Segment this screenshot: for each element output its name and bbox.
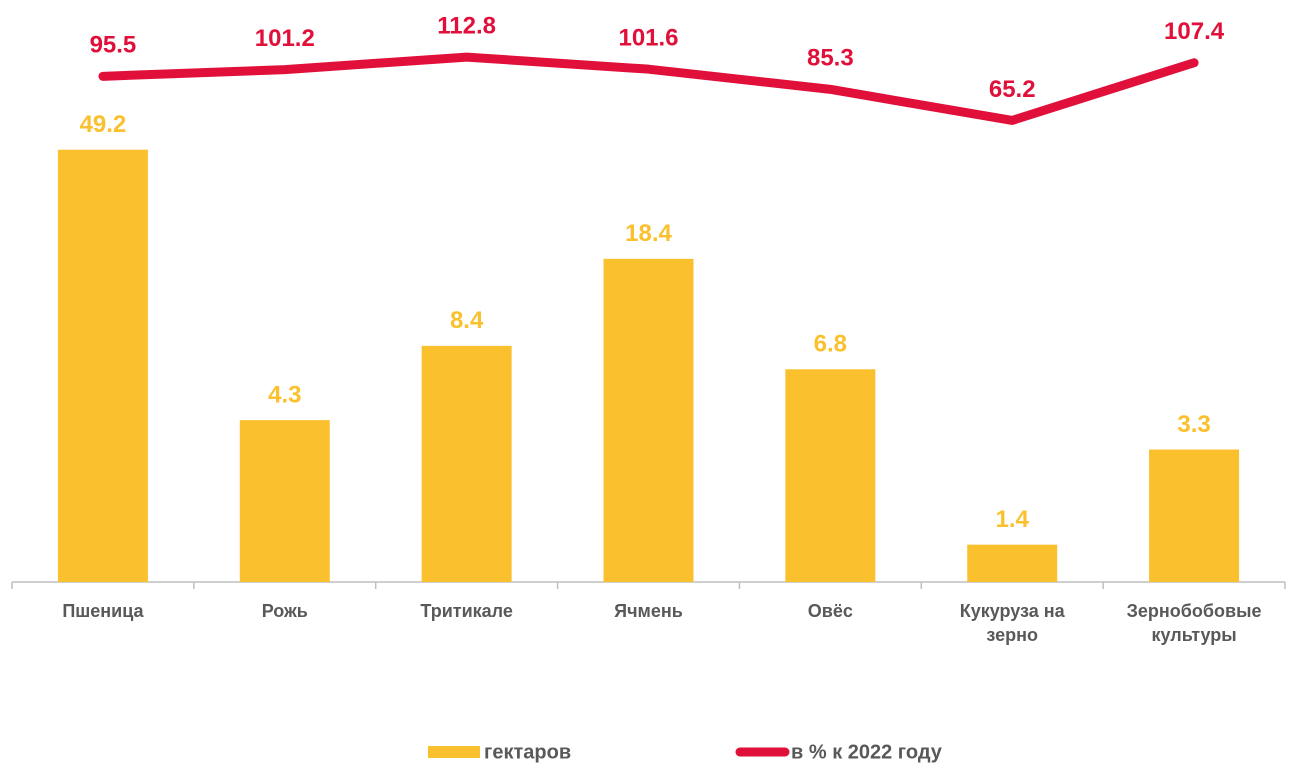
x-tick-label: Пшеница bbox=[62, 601, 144, 621]
x-tick-label: Рожь bbox=[261, 601, 308, 621]
bar bbox=[785, 369, 876, 582]
x-tick-label: Тритикале bbox=[420, 601, 513, 621]
line-value-label: 65.2 bbox=[989, 76, 1036, 103]
x-tick-label: Кукуруза на зерно bbox=[959, 601, 1065, 645]
line-value-label: 101.6 bbox=[618, 25, 678, 52]
line-value-label: 95.5 bbox=[90, 32, 137, 59]
legend-label: гектаров bbox=[484, 741, 571, 763]
bar bbox=[603, 258, 694, 582]
bar-value-label: 6.8 bbox=[814, 331, 847, 358]
bar bbox=[1149, 449, 1240, 582]
bar-value-label: 18.4 bbox=[625, 220, 672, 247]
bar bbox=[57, 149, 148, 582]
bar-value-label: 8.4 bbox=[450, 307, 484, 334]
line-value-label: 85.3 bbox=[807, 45, 854, 72]
line-value-label: 107.4 bbox=[1164, 18, 1225, 45]
bar bbox=[421, 345, 512, 582]
bar-value-label: 1.4 bbox=[996, 506, 1030, 533]
bar bbox=[967, 544, 1058, 582]
bar-value-label: 49.2 bbox=[80, 111, 127, 138]
bar-value-label: 3.3 bbox=[1177, 411, 1210, 438]
line bbox=[98, 52, 1199, 125]
line-value-label: 101.2 bbox=[255, 25, 315, 52]
line-value-label: 112.8 bbox=[437, 12, 496, 39]
x-tick-label: Зернобобовые культуры bbox=[1126, 601, 1262, 645]
legend-swatch bbox=[428, 746, 480, 758]
legend-label: в % к 2022 году bbox=[791, 741, 943, 763]
x-tick-label: Ячмень bbox=[614, 601, 683, 621]
x-tick-label: Овёс bbox=[807, 601, 853, 621]
bar bbox=[239, 420, 330, 582]
bar-value-label: 4.3 bbox=[268, 381, 301, 408]
